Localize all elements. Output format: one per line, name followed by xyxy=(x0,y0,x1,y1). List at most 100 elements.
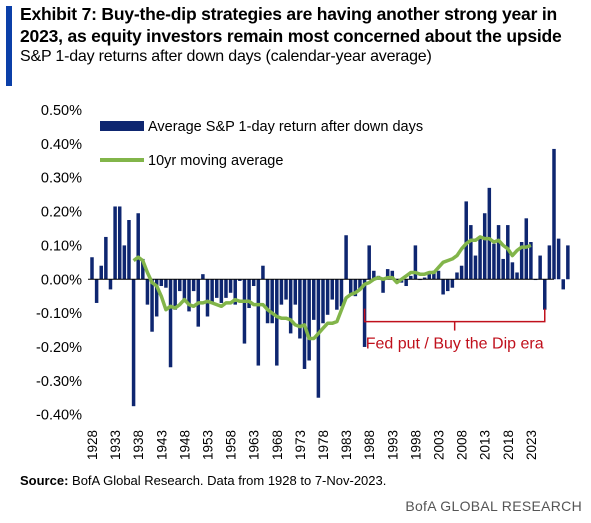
bar xyxy=(122,245,127,280)
bar xyxy=(487,187,492,280)
bar xyxy=(543,279,547,310)
y-tick-label: -0.20% xyxy=(36,340,82,356)
bar xyxy=(251,279,256,287)
bar xyxy=(141,258,145,280)
bar xyxy=(344,235,348,280)
bar xyxy=(335,279,339,310)
bar xyxy=(261,265,265,280)
bar xyxy=(224,279,228,298)
bar xyxy=(150,279,154,332)
bar xyxy=(529,242,533,280)
bar xyxy=(316,279,321,398)
bar xyxy=(390,270,395,280)
annotation-bracket xyxy=(363,308,546,323)
bar xyxy=(284,279,288,300)
bar xyxy=(275,279,279,366)
x-tick-label: 1998 xyxy=(408,430,423,460)
bar xyxy=(427,274,432,280)
bar xyxy=(436,270,441,280)
moving-average-line xyxy=(132,235,532,341)
title-accent-bar xyxy=(6,6,12,86)
x-tick-label: 1988 xyxy=(362,430,377,460)
title-line-2: 2023, as equity investors remain most co… xyxy=(20,26,562,46)
y-tick-label: -0.10% xyxy=(36,306,82,322)
x-tick-label: 2018 xyxy=(501,430,516,460)
bar xyxy=(164,279,168,288)
bar xyxy=(496,225,501,280)
bar xyxy=(566,245,570,280)
bar xyxy=(265,279,270,324)
bar xyxy=(506,225,510,280)
bar xyxy=(325,279,330,315)
bar xyxy=(432,270,436,280)
bar xyxy=(113,206,117,280)
y-tick-label: 0.20% xyxy=(41,205,82,221)
bar xyxy=(90,257,94,280)
bar xyxy=(348,279,353,295)
bar xyxy=(94,279,99,303)
bar xyxy=(247,279,251,309)
y-tick-label: -0.40% xyxy=(36,408,82,424)
x-tick-label: 1963 xyxy=(247,430,262,460)
x-tick-label: 2013 xyxy=(478,430,493,460)
bar xyxy=(168,279,173,368)
x-tick-label: 1943 xyxy=(154,430,169,460)
x-tick-label: 2023 xyxy=(524,430,539,460)
bar xyxy=(312,279,316,320)
y-tick-label: 0.30% xyxy=(41,171,82,187)
x-tick-label: 1983 xyxy=(339,430,354,460)
bar xyxy=(464,201,468,280)
bar xyxy=(154,279,159,317)
bar xyxy=(270,279,274,324)
bar xyxy=(367,245,371,280)
bar xyxy=(478,238,482,280)
chart: 0.50% 0.40% 0.30% 0.20% 0.10% 0.00% -0.10% -0.2… xyxy=(36,103,570,460)
bar xyxy=(422,277,427,280)
x-tick-label: 1973 xyxy=(293,430,308,460)
source-label: Source: xyxy=(20,473,69,488)
y-tick-label: 0.50% xyxy=(41,103,82,119)
y-tick-label: 0.10% xyxy=(41,238,82,254)
bar xyxy=(353,279,358,297)
bar xyxy=(492,243,496,280)
bar xyxy=(501,258,505,280)
bar xyxy=(104,236,108,280)
legend-line-label: 10yr moving average xyxy=(148,153,283,169)
bar xyxy=(381,279,385,293)
bar xyxy=(556,238,561,280)
bar xyxy=(201,274,205,280)
x-tick-label: 1928 xyxy=(85,430,100,460)
x-tick-label: 1938 xyxy=(131,430,146,460)
bar xyxy=(547,245,552,280)
bar xyxy=(191,279,196,292)
bar xyxy=(552,148,556,280)
bar xyxy=(127,220,131,280)
bar xyxy=(441,279,445,295)
bar xyxy=(450,279,455,288)
x-tick-label: 1953 xyxy=(201,430,216,460)
bar xyxy=(307,279,311,361)
legend-bar-swatch xyxy=(100,121,144,131)
y-tick-label: -0.30% xyxy=(36,374,82,390)
x-tick-label: 2008 xyxy=(455,430,470,460)
bar xyxy=(409,275,413,280)
bar xyxy=(145,279,150,305)
bar xyxy=(233,279,237,305)
source-text: BofA Global Research. Data from 1928 to … xyxy=(68,473,387,488)
x-tick-label: 2003 xyxy=(432,430,447,460)
bar xyxy=(187,279,191,312)
bar xyxy=(210,279,214,303)
bar xyxy=(321,279,325,324)
bar xyxy=(117,206,122,280)
bar xyxy=(469,225,473,280)
x-tick-label: 1933 xyxy=(108,430,123,460)
bar xyxy=(256,279,261,366)
bar xyxy=(538,255,542,280)
bar xyxy=(182,279,187,300)
bar xyxy=(482,213,487,280)
bar xyxy=(219,279,224,303)
x-tick-label: 1948 xyxy=(177,430,192,460)
bar xyxy=(358,279,362,290)
bar xyxy=(459,265,464,280)
x-tick-label: 1993 xyxy=(385,430,400,460)
